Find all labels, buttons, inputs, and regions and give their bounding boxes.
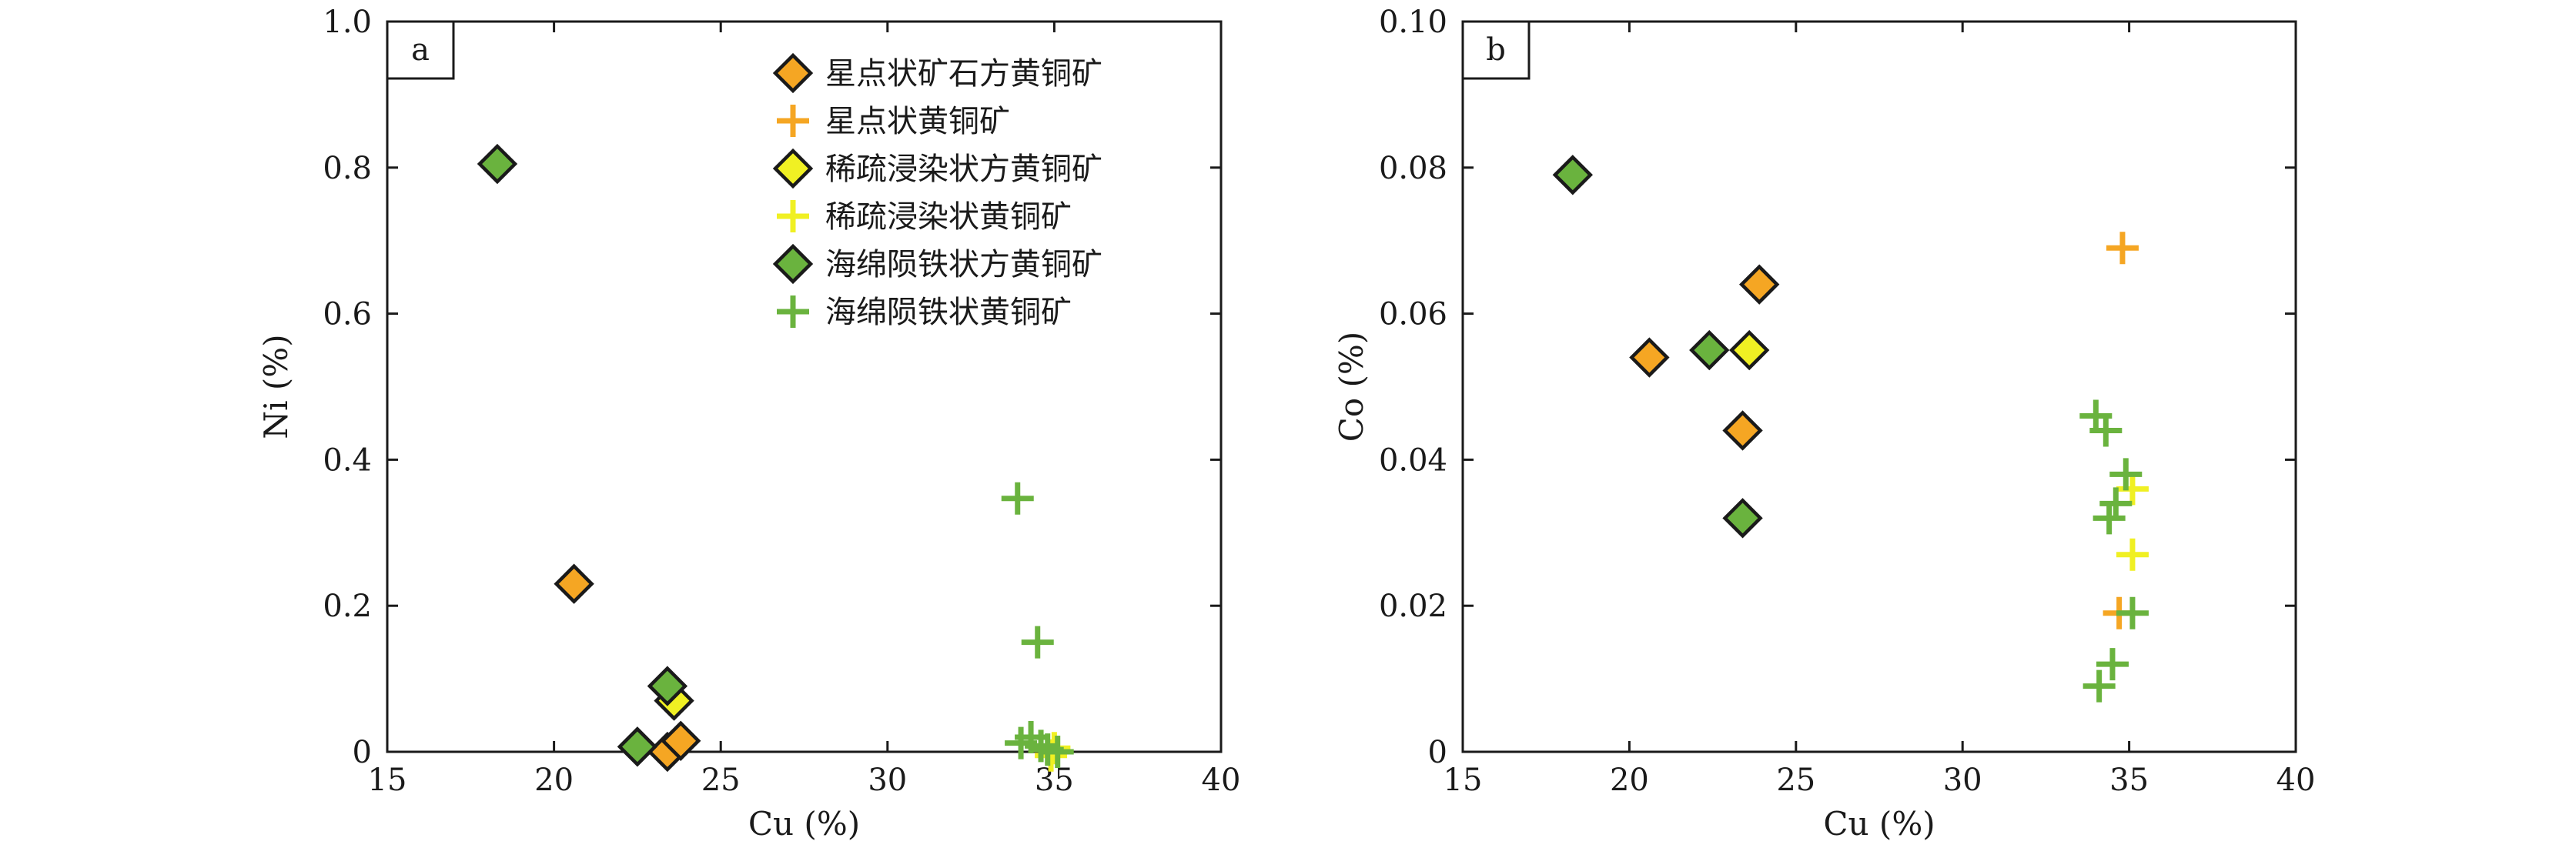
plus-marker [2096, 648, 2129, 681]
x-tick-label: 35 [1035, 763, 1074, 798]
y-axis-title: Ni (%) [257, 334, 295, 439]
y-tick-label: 1.0 [323, 5, 372, 40]
plus-marker [2116, 538, 2149, 571]
y-tick-label: 0.06 [1379, 297, 1447, 332]
x-tick-label: 40 [2277, 763, 2316, 798]
plot-frame [1461, 20, 2297, 753]
plus-marker [1041, 736, 1074, 768]
y-tick-label: 0.08 [1379, 151, 1447, 186]
panel-label-box [1461, 20, 1531, 80]
x-tick-label: 30 [868, 763, 907, 798]
y-tick-label: 0.6 [323, 297, 372, 332]
legend-diamond-marker [772, 243, 814, 285]
diamond-marker [617, 726, 658, 767]
plus-marker [2109, 458, 2143, 491]
x-tick-label: 30 [1943, 763, 1982, 798]
diamond-marker [1722, 498, 1763, 539]
y-tick-label: 0.2 [323, 589, 372, 624]
x-tick-label: 25 [1776, 763, 1815, 798]
x-tick-label: 15 [368, 763, 407, 798]
panel-label-box [386, 20, 455, 80]
legend-label: 海绵陨铁状方黄铜矿 [825, 247, 1102, 282]
diamond-marker [1689, 329, 1730, 371]
plus-marker [2083, 669, 2116, 703]
diamond-marker [477, 143, 518, 185]
diamond-marker [647, 666, 688, 706]
y-tick-label: 0.02 [1379, 589, 1447, 624]
y-tick-label: 0.8 [323, 151, 372, 186]
x-tick-label: 15 [1444, 763, 1483, 798]
diamond-marker [554, 563, 594, 604]
plus-marker [1001, 482, 1034, 515]
legend-label: 星点状矿石方黄铜矿 [825, 56, 1102, 92]
legend-label: 海绵陨铁状黄铜矿 [825, 295, 1072, 330]
x-tick-label: 25 [701, 763, 741, 798]
plus-marker [2099, 487, 2133, 520]
y-axis-title: Co (%) [1333, 332, 1370, 442]
legend: 星点状矿石方黄铜矿星点状黄铜矿稀疏浸染状方黄铜矿稀疏浸染状黄铜矿海绵陨铁状方黄铜… [772, 52, 1102, 330]
legend-diamond-marker [772, 52, 814, 94]
y-tick-label: 0.04 [1379, 442, 1447, 478]
plus-marker [2116, 596, 2149, 629]
diamond-marker [661, 720, 701, 761]
plot-frame [386, 20, 1223, 753]
x-tick-label: 40 [1202, 763, 1241, 798]
panel-b: 15 20 25 30 35 40 0 0.02 0.04 0.06 0.08 0.10 Cu (%) C… [1333, 5, 2315, 843]
plus-marker [1025, 729, 1058, 763]
panel-a: 15 20 25 30 35 40 0 0.2 0.4 0.6 0.8 1.0 Cu (%) Ni (%)… [257, 5, 1240, 843]
legend-plus-marker [777, 200, 809, 232]
legend-plus-marker [777, 105, 809, 137]
diamond-marker [1729, 329, 1770, 371]
x-tick-label: 20 [534, 763, 574, 798]
y-tick-label: 0 [1428, 735, 1447, 770]
x-axis-title: Cu (%) [748, 805, 860, 843]
legend-plus-marker [777, 295, 809, 328]
plus-marker [2116, 472, 2149, 506]
plus-marker [1021, 626, 1054, 659]
diamond-marker [1739, 264, 1780, 305]
x-axis-title: Cu (%) [1823, 805, 1935, 843]
plus-marker [2106, 232, 2139, 265]
panel-label: b [1486, 32, 1506, 68]
legend-diamond-marker [772, 148, 814, 189]
legend-label: 星点状黄铜矿 [825, 104, 1010, 139]
y-tick-label: 0.4 [323, 442, 372, 478]
diamond-marker [1552, 155, 1594, 195]
x-tick-label: 35 [2109, 763, 2149, 798]
diamond-marker [1629, 337, 1670, 378]
plus-marker [2093, 502, 2126, 535]
x-tick-label: 20 [1610, 763, 1649, 798]
y-tick-label: 0 [353, 735, 372, 770]
diamond-marker [1722, 410, 1763, 451]
legend-label: 稀疏浸染状方黄铜矿 [825, 152, 1102, 187]
plus-marker [2089, 414, 2123, 447]
y-tick-label: 0.10 [1379, 5, 1447, 40]
legend-label: 稀疏浸染状黄铜矿 [825, 199, 1072, 235]
panel-label: a [411, 32, 430, 68]
